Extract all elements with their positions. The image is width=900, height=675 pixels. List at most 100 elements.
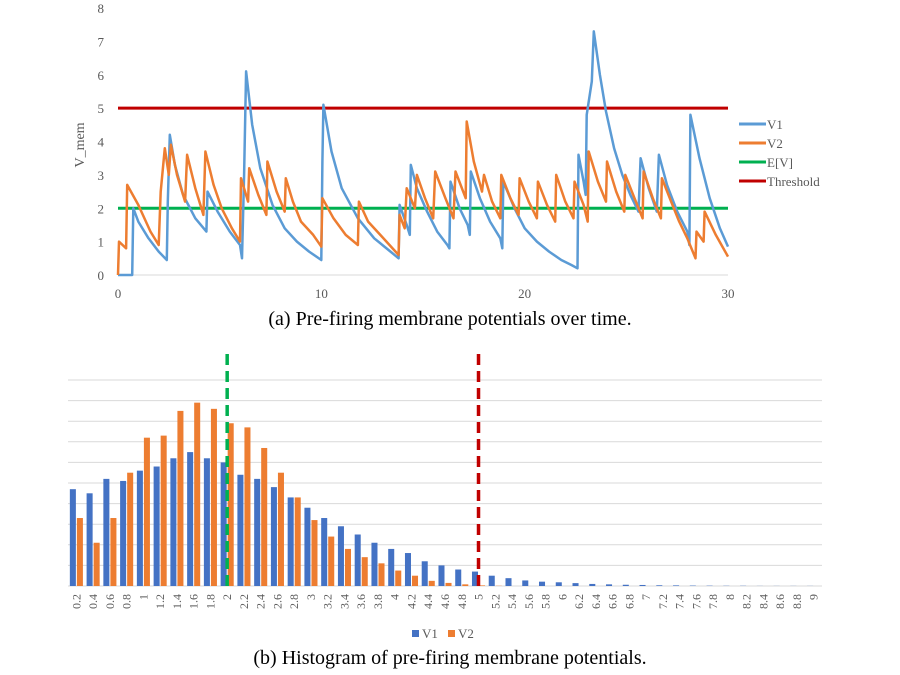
x-tick-label: 5.6 xyxy=(522,594,536,609)
bar-v1 xyxy=(673,585,680,586)
x-tick-label: 6.4 xyxy=(589,594,603,609)
bar-v1 xyxy=(505,578,512,586)
bar-v2 xyxy=(143,437,150,586)
bar-v1 xyxy=(203,458,210,586)
bar-v1 xyxy=(539,581,546,586)
x-tick-label: 0.4 xyxy=(86,594,100,609)
y-tick-label: 6 xyxy=(98,68,105,83)
x-tick-label: 9 xyxy=(807,594,821,600)
bar-v1 xyxy=(455,569,462,586)
bar-v2 xyxy=(311,520,318,586)
bar-v2 xyxy=(177,410,184,586)
bar-v2 xyxy=(76,518,83,586)
bar-v1 xyxy=(421,561,428,586)
legend-swatch xyxy=(412,630,419,637)
y-axis-ticks: 0 1 2 3 4 5 6 7 8 xyxy=(98,1,105,283)
x-tick-label: 2.4 xyxy=(254,594,268,609)
y-tick-label: 8 xyxy=(98,1,105,16)
legend-label: V1 xyxy=(767,117,783,132)
bar-v2 xyxy=(210,408,217,586)
bar-v1 xyxy=(589,583,596,586)
bars-group xyxy=(69,402,814,586)
bar-v2 xyxy=(378,563,385,586)
x-tick-label: 2.6 xyxy=(270,594,284,609)
x-tick-label: 3.6 xyxy=(354,594,368,609)
bar-v2 xyxy=(261,447,268,586)
legend-swatch xyxy=(448,630,455,637)
x-tick-label: 1.2 xyxy=(153,594,167,609)
x-tick-label: 3.2 xyxy=(321,594,335,609)
bar-v2 xyxy=(344,548,351,586)
bar-v2 xyxy=(194,402,201,586)
bar-v1 xyxy=(337,526,344,586)
x-tick-label: 1.8 xyxy=(203,594,217,609)
caption-b: (b) Histogram of pre-firing membrane pot… xyxy=(253,647,647,669)
line-chart: 0 1 2 3 4 5 6 7 8 V_mem 0 10 20 30 V1 V2 E[V] Threshol… xyxy=(73,1,820,301)
x-tick-label: 8.6 xyxy=(773,594,787,609)
bar-v1 xyxy=(371,542,378,586)
bar-v1 xyxy=(404,553,411,586)
x-tick-label: 4 xyxy=(388,594,402,600)
x-tick-label: 4.2 xyxy=(405,594,419,609)
x-tick-label: 1 xyxy=(136,594,150,600)
x-tick-label: 8.4 xyxy=(756,594,770,609)
x-tick-label: 5.8 xyxy=(539,594,553,609)
series-line-v2 xyxy=(116,120,730,276)
x-tick-label: 2.2 xyxy=(237,594,251,609)
bar-v1 xyxy=(438,565,445,586)
x-tick-label: 20 xyxy=(518,286,531,301)
x-tick-label: 30 xyxy=(722,286,735,301)
bar-v1 xyxy=(522,580,529,586)
y-tick-label: 2 xyxy=(98,201,105,216)
legend-label: Threshold xyxy=(767,174,820,189)
bar-v1 xyxy=(639,584,646,586)
reference-lines xyxy=(225,354,481,586)
x-tick-label: 8.8 xyxy=(790,594,804,609)
bar-v1 xyxy=(488,575,495,586)
x-axis-ticks: 0 10 20 30 xyxy=(115,286,735,301)
bar-v2 xyxy=(445,582,452,586)
y-tick-label: 1 xyxy=(98,235,105,250)
bar-chart: 0.2 0.4 0.6 0.8 1 1.2 1.4 1.6 1.8 2 2.2 2.4 2.6 2.8 3 3… xyxy=(68,354,822,641)
bar-v1 xyxy=(86,493,93,586)
bar-v1 xyxy=(555,582,562,586)
y-tick-label: 7 xyxy=(98,34,105,49)
x-tick-label: 2 xyxy=(220,594,234,600)
x-tick-label: 5.2 xyxy=(488,594,502,609)
x-tick-label: 0.6 xyxy=(103,594,117,609)
legend: V1 V2 xyxy=(412,626,474,641)
x-tick-label: 6.2 xyxy=(572,594,586,609)
x-axis-ticks: 0.2 0.4 0.6 0.8 1 1.2 1.4 1.6 1.8 2 2.2 2.4 2.6 2.8 3 3… xyxy=(69,594,820,609)
bar-v2 xyxy=(328,536,335,586)
y-tick-label: 4 xyxy=(98,135,105,150)
bar-v2 xyxy=(127,472,134,586)
bar-v2 xyxy=(227,423,234,586)
x-tick-label: 3.4 xyxy=(338,594,352,609)
series-line-v1 xyxy=(118,30,730,277)
bar-v1 xyxy=(120,480,127,586)
bar-v1 xyxy=(471,571,479,586)
y-tick-label: 3 xyxy=(98,168,105,183)
x-tick-label: 7.4 xyxy=(673,594,687,609)
bar-v1 xyxy=(136,470,143,586)
bar-v1 xyxy=(354,534,361,586)
x-tick-label: 8 xyxy=(723,594,737,600)
bar-v2 xyxy=(244,427,251,586)
legend-label: V2 xyxy=(767,136,783,151)
x-tick-label: 10 xyxy=(315,286,328,301)
bar-v2 xyxy=(361,557,368,586)
x-tick-label: 3 xyxy=(304,594,318,600)
x-tick-label: 7.8 xyxy=(706,594,720,609)
caption-a: (a) Pre-firing membrane potentials over … xyxy=(268,308,632,330)
x-tick-label: 4.4 xyxy=(421,594,435,609)
bar-v1 xyxy=(287,497,294,586)
x-tick-label: 6.8 xyxy=(622,594,636,609)
bar-v2 xyxy=(462,584,469,586)
bar-v1 xyxy=(220,462,227,586)
bar-v2 xyxy=(160,435,167,586)
x-tick-label: 1.4 xyxy=(170,594,184,609)
bar-v2 xyxy=(110,518,117,586)
y-tick-label: 0 xyxy=(98,268,105,283)
bar-v2 xyxy=(395,570,402,586)
bar-v1 xyxy=(69,489,76,586)
